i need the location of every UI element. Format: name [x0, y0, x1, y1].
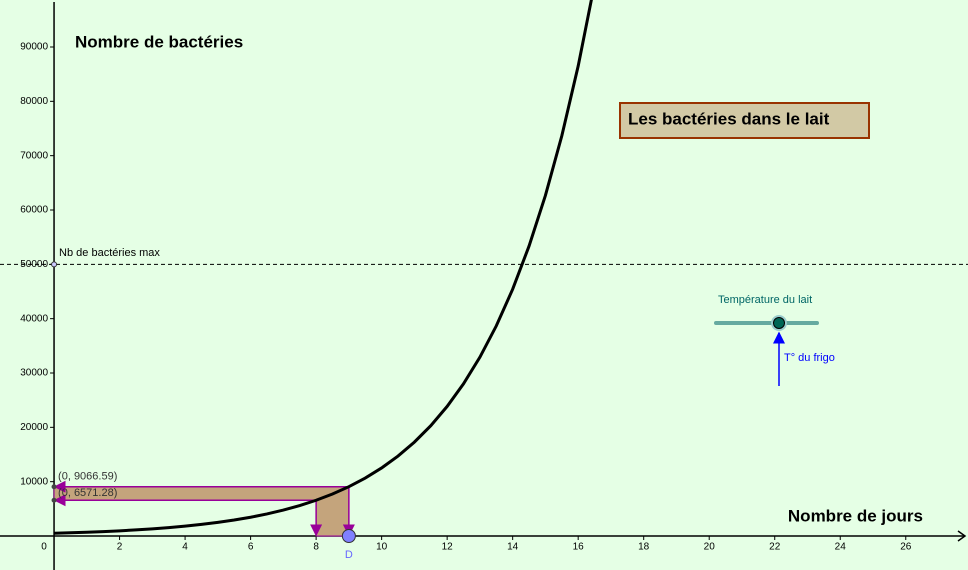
y-tick-label: 80000 [20, 96, 48, 107]
y-axis-title: Nombre de bactéries [75, 32, 243, 51]
x-tick-label: 24 [835, 542, 847, 553]
max-line-label: Nb de bactéries max [59, 247, 160, 259]
slider-label: Température du lait [718, 294, 812, 306]
x-tick-label: 22 [769, 542, 781, 553]
curve [54, 0, 593, 535]
y-tick-label: 20000 [20, 422, 48, 433]
chart-title: Les bactéries dans le lait [628, 109, 830, 128]
x-tick-label: 16 [573, 542, 585, 553]
title-box [619, 102, 870, 139]
y-tick-label: 60000 [20, 205, 48, 216]
x-tick-label: 6 [248, 542, 254, 553]
series [54, 0, 593, 535]
x-tick-label: 8 [313, 542, 319, 553]
point-label: D [345, 549, 353, 561]
y-tick-label: 40000 [20, 313, 48, 324]
x-axis-title: Nombre de jours [788, 506, 923, 525]
axis-point [51, 484, 57, 490]
x-tick-label: 14 [507, 542, 519, 553]
x-tick-label: 12 [442, 542, 454, 553]
x-axis-arrow [957, 530, 967, 542]
fridge-label: T° du frigo [784, 352, 835, 364]
reading-label: (0, 6571.28) [58, 487, 117, 499]
x-tick-label: 20 [704, 542, 716, 553]
reading-label: (0, 9066.59) [58, 471, 117, 483]
axis-point [51, 497, 57, 503]
y-tick-label: 70000 [20, 150, 48, 161]
max-point [51, 261, 58, 268]
slider-knob[interactable] [773, 317, 785, 329]
y-tick-label: 30000 [20, 368, 48, 379]
x-tick-label: 10 [376, 542, 388, 553]
x-tick-label: 2 [117, 542, 123, 553]
x-tick-label: 26 [900, 542, 912, 553]
x-tick-label: 18 [638, 542, 650, 553]
x-tick-label: 4 [182, 542, 188, 553]
point-d[interactable] [341, 528, 356, 543]
y-tick-label: 50000 [20, 259, 48, 270]
x-tick-label: 0 [41, 542, 47, 553]
y-tick-label: 10000 [20, 476, 48, 487]
y-tick-label: 90000 [20, 42, 48, 53]
